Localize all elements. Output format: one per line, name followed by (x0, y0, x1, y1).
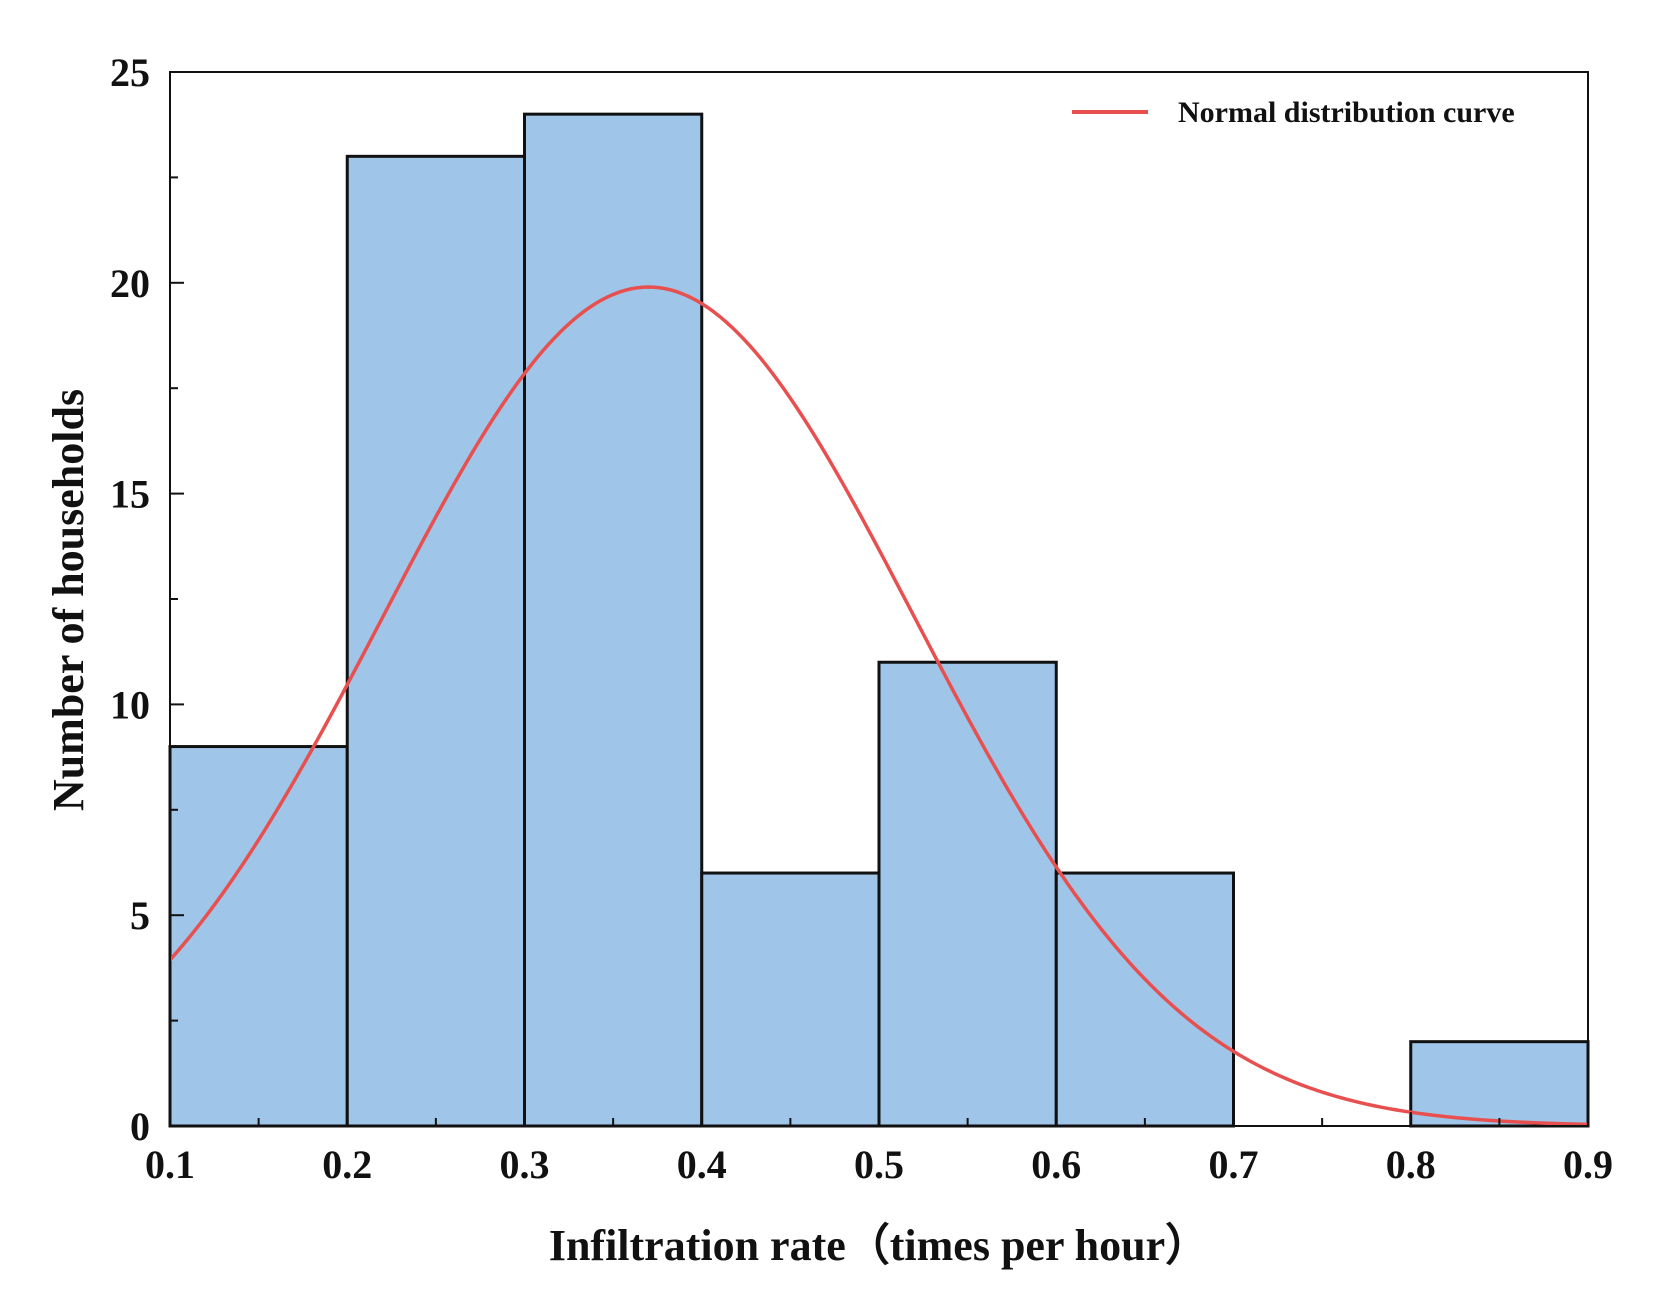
y-tick-label: 25 (110, 50, 150, 95)
x-tick-label: 0.8 (1386, 1142, 1436, 1187)
x-axis-title: Infiltration rate（times per hour） (549, 1221, 1209, 1270)
legend: Normal distribution curve (1072, 96, 1515, 129)
x-tick-label: 0.6 (1031, 1142, 1081, 1187)
x-axis-ticks (169, 1112, 1589, 1126)
x-tick-label: 0.3 (500, 1142, 550, 1187)
histogram-bar-3 (523, 112, 704, 1128)
histogram-bar-6 (1054, 871, 1235, 1128)
histogram-bar-4 (700, 871, 881, 1128)
histogram-bar-5 (877, 660, 1058, 1128)
x-tick-label: 0.4 (677, 1142, 727, 1187)
x-tick-label: 0.1 (145, 1142, 195, 1187)
x-axis-tick-labels: 0.1 0.2 0.3 0.4 0.5 0.6 0.7 0.8 0.9 (145, 1142, 1613, 1187)
y-axis-tick-labels: 0 5 10 15 20 25 (110, 50, 150, 1149)
histogram-bar-2 (345, 154, 526, 1128)
x-tick-label: 0.9 (1563, 1142, 1613, 1187)
y-axis-ticks (170, 71, 184, 1127)
x-tick-label: 0.2 (322, 1142, 372, 1187)
y-tick-label: 10 (110, 682, 150, 727)
y-axis-title: Number of households (44, 389, 93, 811)
histogram-bar-8 (1409, 1040, 1590, 1128)
normal-distribution-curve (168, 285, 1589, 1127)
y-tick-label: 15 (110, 472, 150, 517)
x-tick-label: 0.7 (1209, 1142, 1259, 1187)
y-tick-label: 20 (110, 261, 150, 306)
legend-curve-label: Normal distribution curve (1178, 96, 1515, 129)
histogram-bar-1 (168, 745, 349, 1128)
histogram-bars (168, 112, 1590, 1128)
x-tick-label: 0.5 (854, 1142, 904, 1187)
y-tick-label: 5 (130, 893, 150, 938)
y-tick-label: 0 (130, 1104, 150, 1149)
